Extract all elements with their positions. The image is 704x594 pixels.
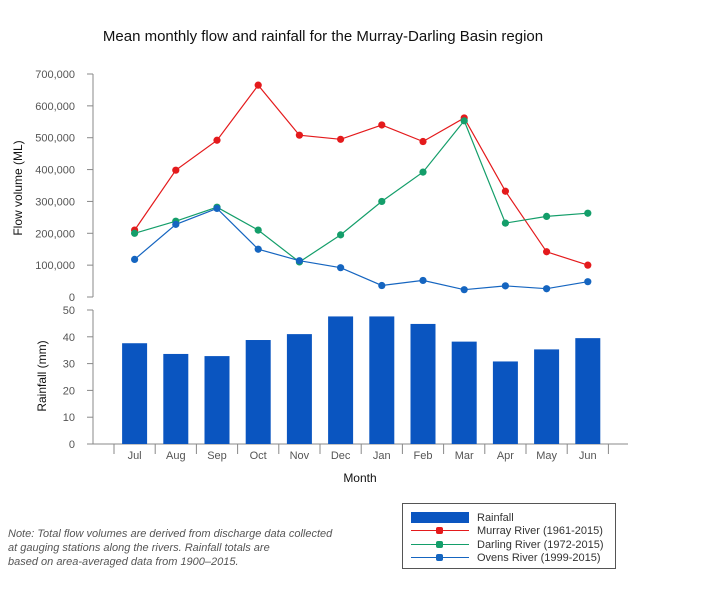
data-point <box>172 220 180 228</box>
footnote: Note: Total flow volumes are derived fro… <box>8 527 368 569</box>
x-tick-label: Dec <box>331 450 351 462</box>
x-tick-label: Mar <box>455 450 474 462</box>
data-point <box>584 209 592 217</box>
x-tick-label: Nov <box>290 450 310 462</box>
x-tick-label: Aug <box>166 450 186 462</box>
legend-label: Ovens River (1999-2015) <box>477 551 601 564</box>
data-point <box>378 281 386 290</box>
rainfall-bar <box>410 323 436 444</box>
data-point <box>501 219 509 227</box>
legend-label: Darling River (1972-2015) <box>477 538 604 551</box>
rainfall-bar <box>286 334 312 444</box>
legend-item-ovens: Ovens River (1999-2015) <box>411 551 601 564</box>
legend-item-rainfall: Rainfall <box>411 511 514 524</box>
rainfall-bar <box>204 356 230 444</box>
flow-y-tick-label: 300,000 <box>35 196 75 208</box>
data-point <box>419 137 427 146</box>
legend-item-darling: Darling River (1972-2015) <box>411 538 604 551</box>
data-point <box>543 285 551 293</box>
rainfall-bar <box>369 316 395 444</box>
legend-swatch-darling <box>411 538 469 551</box>
flow-y-tick-label: 500,000 <box>35 133 75 145</box>
flow-y-tick-label: 700,000 <box>35 69 75 81</box>
rainfall-y-axis-title: Rainfall (mm) <box>35 340 49 411</box>
rainfall-bar <box>492 361 518 444</box>
flow-panel: 0 100,000 200,000 300,000 400,000 500,000 600,… <box>35 69 592 304</box>
x-tick-label: Jan <box>373 450 391 462</box>
rainfall-y-tick-label: 30 <box>63 359 75 371</box>
rainfall-panel: 0 10 20 30 40 50 Jul Aug Sep Oct Nov Dec Jan Feb Mar Ap… <box>63 305 628 462</box>
flow-y-tick-label: 200,000 <box>35 228 75 240</box>
x-tick-label: Sep <box>207 450 227 462</box>
data-point <box>419 168 427 176</box>
data-point <box>131 229 139 237</box>
data-point <box>295 257 303 265</box>
footnote-line: based on area-averaged data from 1900–20… <box>8 556 239 568</box>
chart-title: Mean monthly flow and rainfall for the M… <box>103 28 543 45</box>
data-point <box>501 187 509 195</box>
data-point <box>295 131 303 139</box>
rainfall-bar <box>245 340 271 444</box>
legend-swatch-rainfall <box>411 511 469 524</box>
data-point <box>378 121 386 129</box>
data-point <box>254 245 262 253</box>
legend-swatch-murray <box>411 524 469 537</box>
x-axis-title: Month <box>343 471 376 485</box>
data-point <box>460 117 468 125</box>
data-point <box>337 231 345 239</box>
rainfall-bar <box>534 349 560 444</box>
flow-y-tick-label: 0 <box>69 292 75 304</box>
rainfall-bar <box>122 343 148 444</box>
x-tick-label: Jul <box>128 450 142 462</box>
x-tick-label: May <box>536 450 557 462</box>
legend-label: Rainfall <box>477 511 514 524</box>
legend-label: Murray River (1961-2015) <box>477 524 603 537</box>
flow-y-axis-title: Flow volume (ML) <box>11 140 25 235</box>
data-point <box>337 264 345 272</box>
data-point <box>584 278 592 286</box>
data-point <box>131 255 139 264</box>
flow-y-tick-label: 600,000 <box>35 101 75 113</box>
data-point <box>254 226 262 234</box>
rainfall-y-tick-label: 50 <box>63 305 75 317</box>
data-point <box>254 81 262 89</box>
data-point <box>419 276 427 285</box>
data-point <box>337 135 345 143</box>
footnote-line: Note: Total flow volumes are derived fro… <box>8 528 333 540</box>
legend-swatch-ovens <box>411 551 469 564</box>
data-point <box>213 204 221 213</box>
data-point <box>543 248 551 256</box>
data-point <box>543 212 551 221</box>
rainfall-bar <box>163 353 189 444</box>
x-tick-label: Jun <box>579 450 597 462</box>
x-tick-label: Apr <box>497 450 514 462</box>
legend-item-murray: Murray River (1961-2015) <box>411 524 603 537</box>
series-line <box>134 84 588 266</box>
rainfall-y-tick-label: 40 <box>63 332 75 344</box>
data-point <box>460 286 468 294</box>
rainfall-bar <box>575 338 601 444</box>
rainfall-y-tick-label: 0 <box>69 439 75 451</box>
series-line <box>134 119 588 263</box>
rainfall-y-tick-label: 20 <box>63 385 75 397</box>
flow-y-tick-label: 100,000 <box>35 260 75 272</box>
data-point <box>213 136 221 144</box>
rainfall-y-tick-label: 10 <box>63 412 75 424</box>
x-tick-label: Oct <box>250 450 267 462</box>
flow-y-tick-label: 400,000 <box>35 165 75 177</box>
data-point <box>378 197 386 206</box>
data-point <box>501 282 509 290</box>
data-point <box>584 261 592 269</box>
footnote-line: at gauging stations along the rivers. Ra… <box>8 542 270 554</box>
legend: Rainfall Murray River (1961-2015) Darlin… <box>402 503 616 569</box>
series-line <box>134 207 588 291</box>
x-tick-label: Feb <box>414 450 433 462</box>
rainfall-bar <box>328 316 354 444</box>
data-point <box>172 166 180 174</box>
rainfall-bar <box>451 341 477 444</box>
